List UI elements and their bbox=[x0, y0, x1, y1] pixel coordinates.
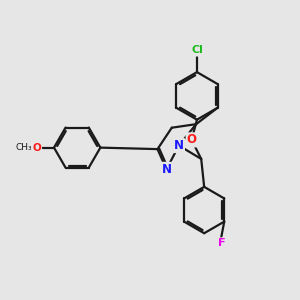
Text: Cl: Cl bbox=[191, 45, 203, 56]
Text: O: O bbox=[187, 134, 196, 146]
Text: F: F bbox=[218, 238, 225, 248]
Text: CH₃: CH₃ bbox=[15, 143, 32, 152]
Text: O: O bbox=[32, 142, 41, 153]
Text: N: N bbox=[174, 139, 184, 152]
Text: N: N bbox=[161, 163, 171, 176]
